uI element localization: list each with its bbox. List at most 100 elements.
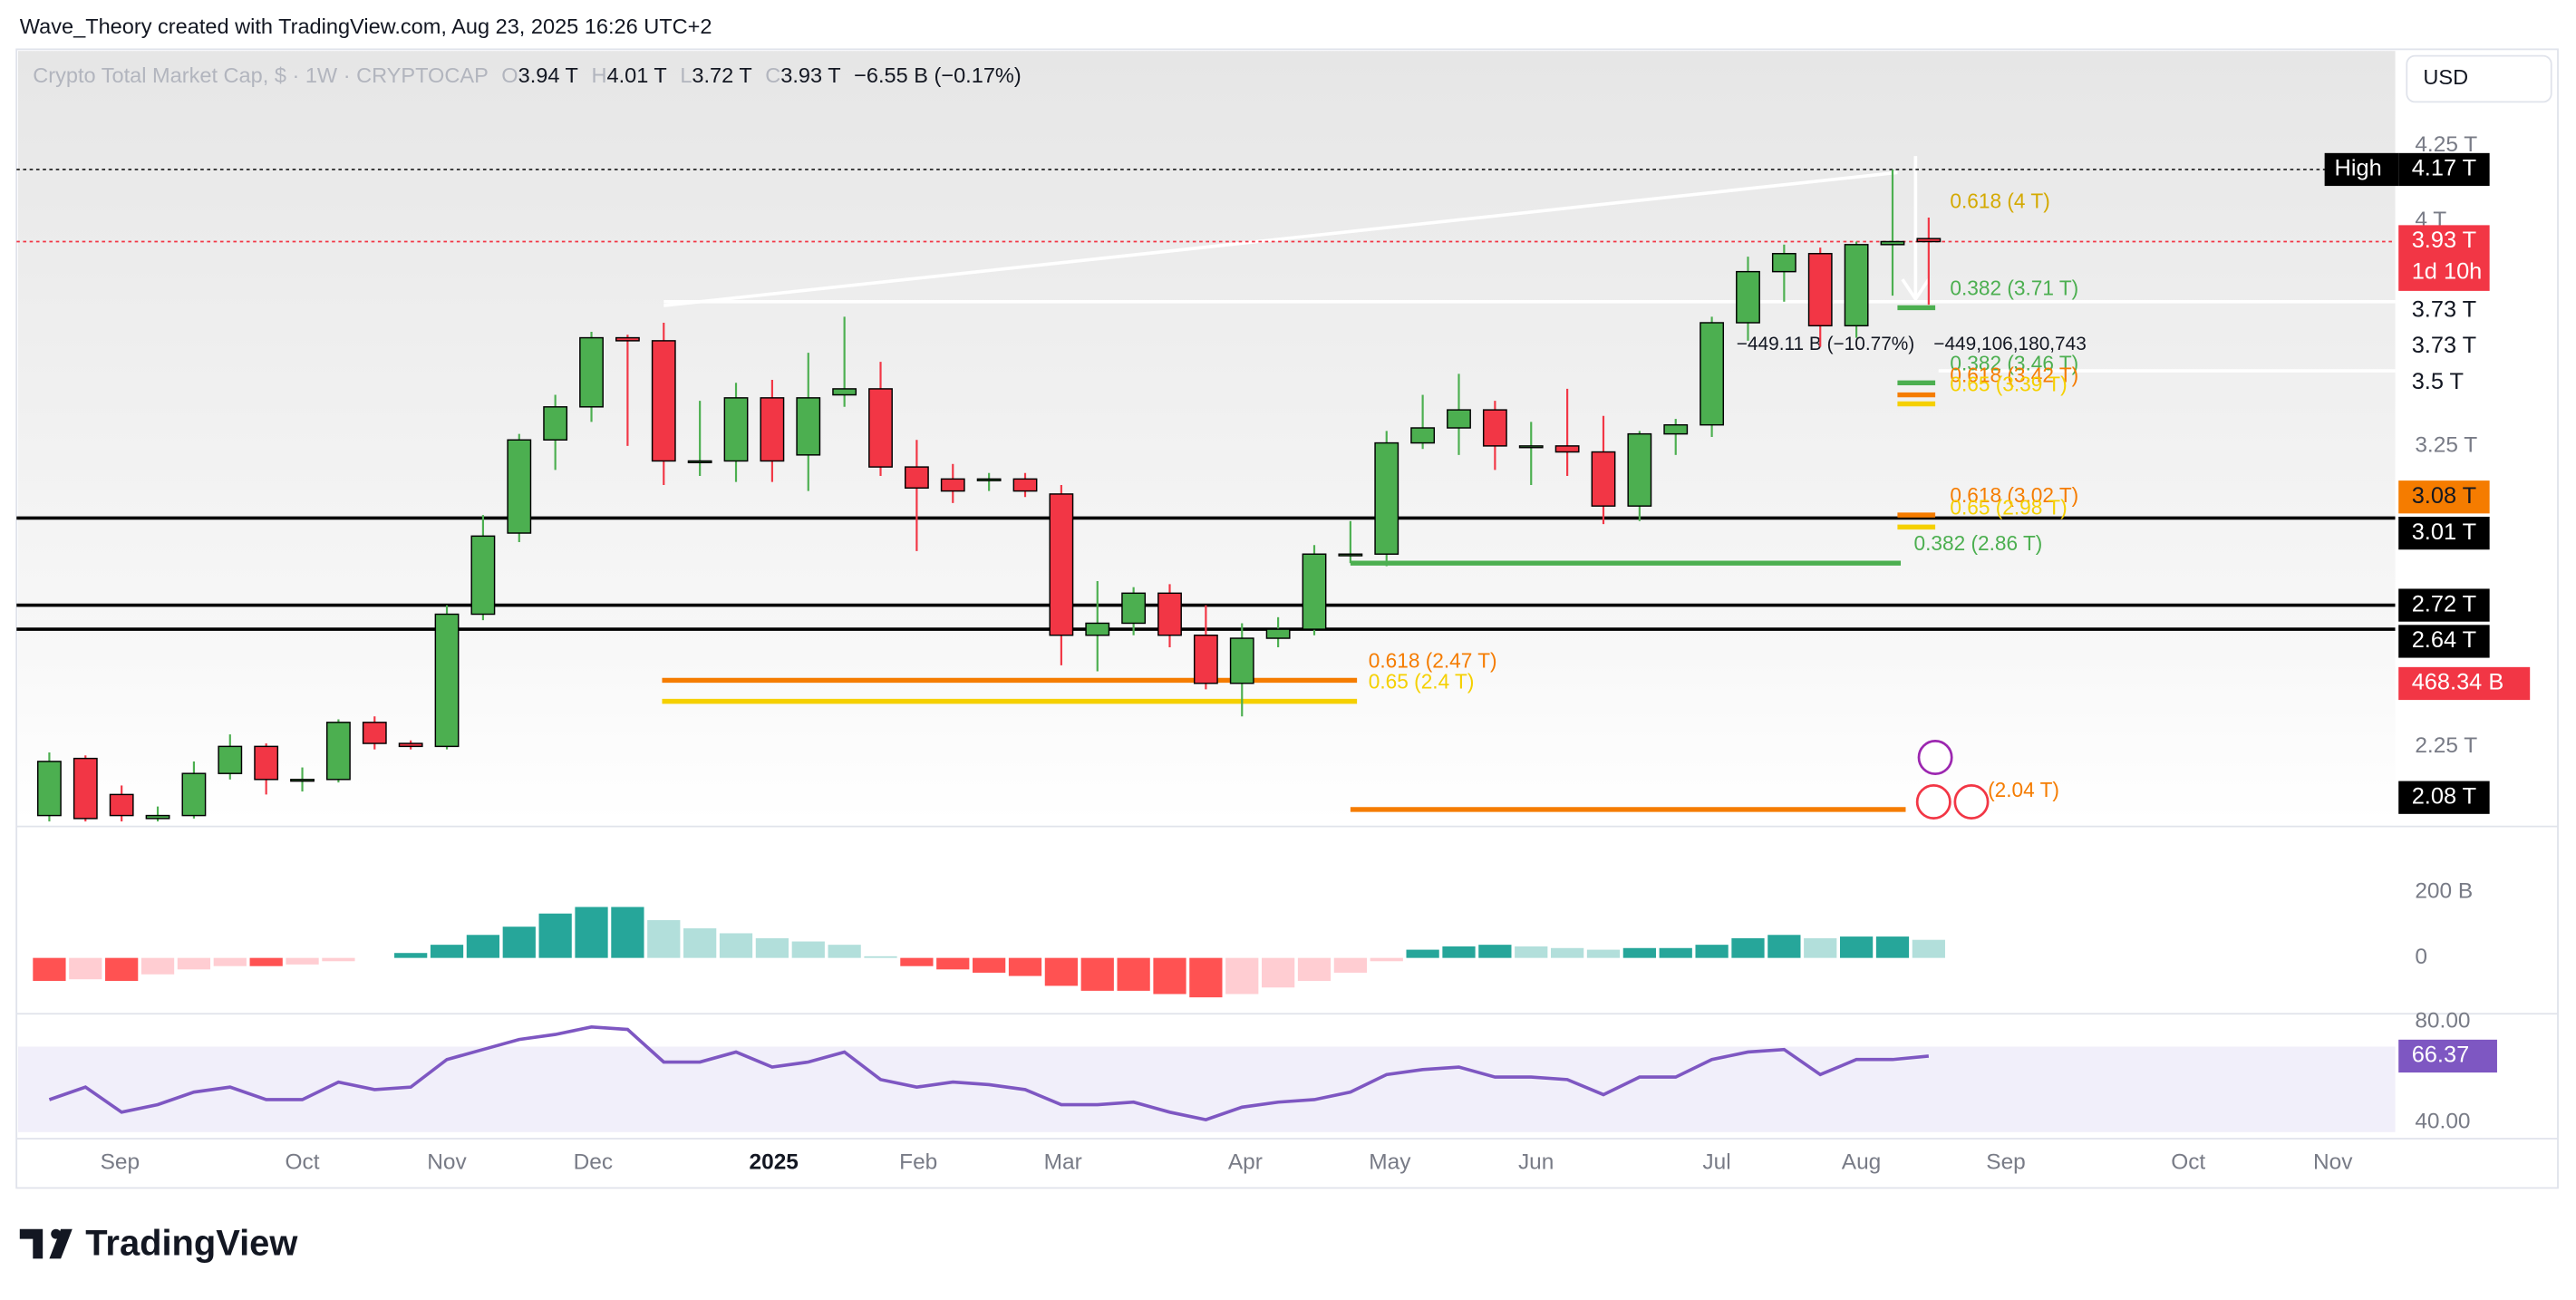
macd-bar <box>1225 957 1259 994</box>
candle-body <box>1410 427 1436 444</box>
measure-arrow-head <box>1901 278 1931 303</box>
y-tick-label: 80.00 <box>2415 1009 2470 1033</box>
candle-body <box>1049 493 1074 636</box>
candle-body <box>362 722 387 744</box>
macd-bar <box>105 957 139 982</box>
x-tick-label: Aug <box>1842 1150 1882 1175</box>
candle-body <box>1338 553 1363 557</box>
macd-bar <box>1297 957 1332 982</box>
macd-bar <box>1622 947 1656 958</box>
rsi-last: 66.37 <box>2412 1043 2469 1068</box>
macd-bar <box>1912 939 1945 958</box>
x-tick-label: Dec <box>574 1150 614 1175</box>
candle-body <box>1844 244 1869 327</box>
macd-bar <box>1550 947 1584 958</box>
currency[interactable]: USD <box>2423 65 2468 89</box>
candle-body <box>1700 322 1725 426</box>
macd-bar <box>1839 936 1874 958</box>
price-label-box <box>2398 294 2490 327</box>
candle-body <box>1916 238 1942 243</box>
y-tick-label: 40.00 <box>2415 1109 2470 1133</box>
ohlc-value: 3.94 T <box>518 63 578 87</box>
price-label-box <box>2398 625 2490 658</box>
candle-body <box>1627 432 1652 507</box>
price-label: 3.73 T <box>2412 296 2476 322</box>
candle-body <box>470 535 496 616</box>
price-label-box <box>2398 330 2490 364</box>
candle-body <box>1121 592 1147 625</box>
macd-bar <box>1008 957 1042 976</box>
candle-body <box>1591 451 1616 507</box>
ohlc-key: L <box>680 63 692 87</box>
price-label: 2.64 T <box>2412 627 2476 653</box>
macd-bar <box>1731 937 1765 958</box>
macd-bar <box>1080 957 1114 991</box>
macd-bar <box>286 957 319 965</box>
logo-mark <box>51 1228 62 1239</box>
macd-bar <box>140 957 175 975</box>
brand: TradingView <box>85 1223 298 1263</box>
measure-text: −449,106,180,743 <box>1933 334 2087 354</box>
candle-body <box>1482 409 1507 447</box>
countdown: 1d 10h <box>2412 259 2483 285</box>
candle-body <box>1012 478 1038 492</box>
macd-bar <box>828 945 861 958</box>
macd-bar <box>33 957 66 982</box>
y-tick-label: 3.25 T <box>2415 432 2477 457</box>
price-label: 3.73 T <box>2412 333 2476 358</box>
rsi-line <box>48 1024 1930 1121</box>
price-label-box <box>2398 781 2490 814</box>
x-tick-label: Nov <box>427 1150 467 1175</box>
candle-body <box>1554 445 1580 453</box>
macd-bar <box>683 928 717 958</box>
price-label-box <box>2398 366 2477 400</box>
ohlc-key: O <box>501 63 518 87</box>
candle-body <box>1302 553 1327 630</box>
y-tick-label: 0 <box>2415 945 2427 969</box>
x-tick-label: May <box>1369 1150 1411 1175</box>
x-tick-label: 2025 <box>750 1150 799 1175</box>
macd-bar <box>1804 937 1837 958</box>
x-tick-label: Jul <box>1702 1150 1730 1175</box>
fib-label: 0.382 (2.86 T) <box>1914 531 2043 555</box>
candle-body <box>904 466 929 490</box>
candle-body <box>434 613 460 748</box>
price-label: 3.08 T <box>2412 483 2476 509</box>
macd-bar <box>1767 935 1801 958</box>
candle-body <box>218 745 243 774</box>
candle-body <box>145 814 170 820</box>
y-tick-label: 2.25 T <box>2415 733 2477 758</box>
x-tick-label: Mar <box>1044 1150 1082 1175</box>
x-tick-label: Oct <box>286 1150 320 1175</box>
fib-label: 0.618 (2.47 T) <box>1369 648 1497 672</box>
macd-bar <box>1333 957 1367 973</box>
fib-label: 0.618 (4 T) <box>1950 189 2049 212</box>
candle-body <box>181 772 207 817</box>
macd-bar <box>1515 946 1548 958</box>
ohlc-key: H <box>591 63 606 87</box>
candle-body <box>687 460 712 464</box>
event-icon[interactable] <box>1953 783 1990 820</box>
x-tick-label: Jun <box>1518 1150 1554 1175</box>
price-label-box <box>2398 516 2490 550</box>
macd-bar <box>394 953 428 958</box>
candle-body <box>1663 423 1689 435</box>
candle-body <box>1771 253 1796 273</box>
candles <box>16 169 2396 822</box>
credit: Wave_Theory created with TradingView.com… <box>20 15 712 38</box>
macd-bar <box>864 956 897 958</box>
ohlc-value: 4.01 T <box>606 63 666 87</box>
candle-body <box>507 439 532 534</box>
event-icon[interactable] <box>1915 783 1951 820</box>
currency-button[interactable] <box>2406 54 2552 103</box>
event-icon[interactable] <box>1917 740 1953 776</box>
trend-line <box>663 170 1898 307</box>
candle-body <box>254 745 279 781</box>
candle-body <box>796 397 821 456</box>
macd-bar <box>1117 957 1150 991</box>
candle-body <box>723 397 749 462</box>
candle-body <box>73 757 98 820</box>
price-label: 3.93 T <box>2412 228 2476 253</box>
candle-body <box>290 779 315 782</box>
